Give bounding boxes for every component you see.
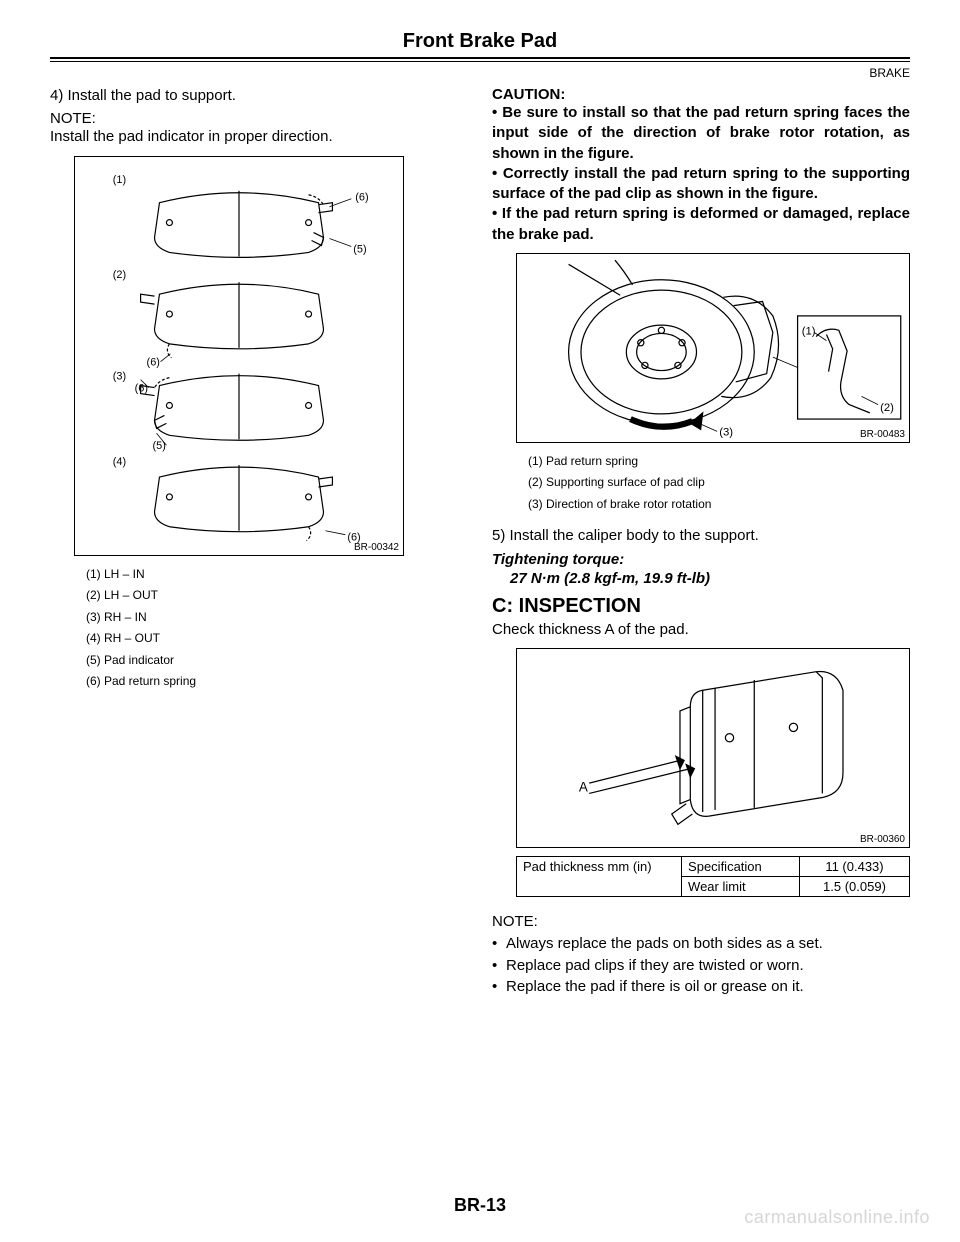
figure-thickness-svg: A: [517, 649, 909, 855]
legend1-4: (4) RH – OUT: [86, 628, 468, 650]
step-4-text: 4) Install the pad to support.: [50, 86, 468, 106]
spec-row-label: Pad thickness mm (in): [517, 857, 682, 897]
left-column: 4) Install the pad to support. NOTE: Ins…: [50, 86, 468, 998]
fig3-label-a: A: [579, 779, 588, 794]
fig1-label-1: (1): [113, 173, 126, 185]
fig1-label-3: (3): [113, 370, 126, 382]
content-columns: 4) Install the pad to support. NOTE: Ins…: [50, 86, 910, 998]
caution-2: • Correctly install the pad return sprin…: [492, 164, 910, 205]
legend2-3: (3) Direction of brake rotor rotation: [528, 494, 910, 516]
fig1-label-6c: (6): [135, 382, 148, 394]
fig1-label-5a: (5): [353, 243, 366, 255]
figure-pads-svg: (1) (6) (5) (2) (6) (3) (6) (5) (4) (6): [75, 157, 403, 555]
caution-title: CAUTION:: [492, 86, 910, 103]
note-label: NOTE:: [50, 110, 468, 127]
notes-label: NOTE:: [492, 911, 910, 933]
caution-3: • If the pad return spring is deformed o…: [492, 204, 910, 245]
divider-thin: [50, 61, 910, 62]
figure-pads: (1) (6) (5) (2) (6) (3) (6) (5) (4) (6): [74, 156, 404, 556]
figure2-code: BR-00483: [860, 429, 905, 440]
torque-spec: Tightening torque: 27 N·m (2.8 kgf-m, 19…: [492, 550, 910, 589]
section-label: BRAKE: [50, 66, 910, 80]
note-3: Replace the pad if there is oil or greas…: [492, 976, 910, 998]
spec-label: Specification: [682, 857, 800, 877]
watermark: carmanualsonline.info: [744, 1207, 930, 1228]
figure-thickness: A BR-00360: [516, 648, 910, 848]
fig2-label-1: (1): [802, 325, 816, 337]
inspection-text: Check thickness A of the pad.: [492, 620, 910, 640]
legend1-2: (2) LH – OUT: [86, 585, 468, 607]
fig1-label-6b: (6): [147, 356, 160, 368]
torque-label: Tightening torque:: [492, 550, 910, 570]
spec-value: 11 (0.433): [799, 857, 909, 877]
legend1-3: (3) RH – IN: [86, 607, 468, 629]
divider-thick: [50, 57, 910, 59]
fig1-label-6a: (6): [355, 191, 368, 203]
legend2-1: (1) Pad return spring: [528, 451, 910, 473]
figure2-legend: (1) Pad return spring (2) Supporting sur…: [528, 451, 910, 516]
figure-rotor-svg: (1) (2) (3): [517, 254, 909, 450]
figure1-code: BR-00342: [354, 542, 399, 553]
note-2: Replace pad clips if they are twisted or…: [492, 955, 910, 977]
caution-1: • Be sure to install so that the pad ret…: [492, 103, 910, 164]
figure1-legend: (1) LH – IN (2) LH – OUT (3) RH – IN (4)…: [86, 564, 468, 694]
page-title: Front Brake Pad: [50, 30, 910, 55]
legend1-5: (5) Pad indicator: [86, 650, 468, 672]
figure3-code: BR-00360: [860, 834, 905, 845]
figure-rotor: (1) (2) (3) BR-00483: [516, 253, 910, 443]
note-1: Always replace the pads on both sides as…: [492, 933, 910, 955]
legend1-1: (1) LH – IN: [86, 564, 468, 586]
fig2-label-3: (3): [719, 426, 733, 438]
fig2-label-2: (2): [880, 402, 894, 414]
inspection-heading: C: INSPECTION: [492, 595, 910, 618]
legend1-6: (6) Pad return spring: [86, 671, 468, 693]
right-column: CAUTION: • Be sure to install so that th…: [492, 86, 910, 998]
wear-value: 1.5 (0.059): [799, 877, 909, 897]
step-5-text: 5) Install the caliper body to the suppo…: [492, 526, 910, 546]
legend2-2: (2) Supporting surface of pad clip: [528, 472, 910, 494]
note-text: Install the pad indicator in proper dire…: [50, 127, 468, 147]
fig1-label-4: (4): [113, 456, 126, 468]
wear-label: Wear limit: [682, 877, 800, 897]
notes-block: NOTE: Always replace the pads on both si…: [492, 911, 910, 998]
fig1-label-2: (2): [113, 269, 126, 281]
spec-table: Pad thickness mm (in) Specification 11 (…: [516, 856, 910, 897]
torque-value: 27 N·m (2.8 kgf-m, 19.9 ft-lb): [492, 569, 910, 589]
